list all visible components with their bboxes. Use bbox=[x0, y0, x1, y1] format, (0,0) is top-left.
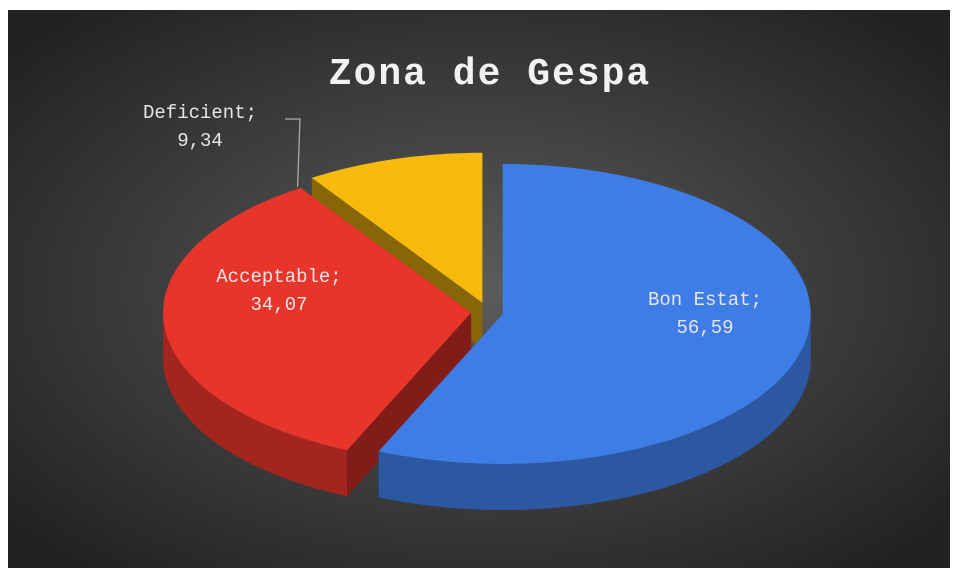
pie bbox=[163, 152, 811, 510]
chart-title: Zona de Gespa bbox=[329, 53, 651, 96]
data-label-value: 9,34 bbox=[177, 130, 223, 152]
data-label-category: Acceptable; bbox=[216, 266, 341, 288]
slice bbox=[378, 164, 811, 464]
data-label-category: Bon Estat; bbox=[648, 289, 762, 311]
data-label-category: Deficient; bbox=[143, 102, 257, 124]
slice bbox=[311, 152, 483, 303]
slice-side bbox=[347, 312, 472, 497]
data-label-value: 34,07 bbox=[250, 294, 307, 316]
leader-line bbox=[285, 118, 301, 187]
labels: Bon Estat; 56,59 Acceptable; 34,07 Deficient… bbox=[143, 102, 762, 339]
data-label-value: 56,59 bbox=[676, 317, 733, 339]
slice bbox=[163, 187, 472, 451]
slice-wall bbox=[163, 312, 348, 497]
slice-wall bbox=[378, 314, 811, 510]
